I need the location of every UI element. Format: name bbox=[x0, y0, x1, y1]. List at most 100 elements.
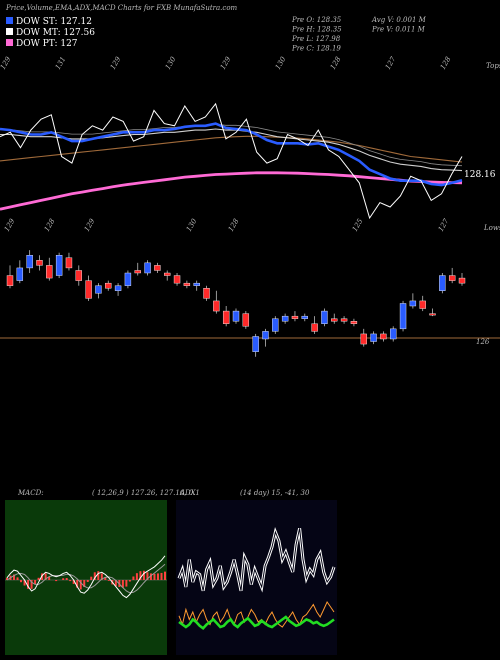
bottom-number: 129 bbox=[83, 217, 97, 233]
stat-value: Avg V: 0.001 M bbox=[371, 16, 427, 24]
stat-value: Pre V: 0.011 M bbox=[371, 26, 426, 34]
legend-swatch bbox=[6, 28, 13, 35]
macd-label: MACD: bbox=[17, 489, 44, 497]
candle-body bbox=[350, 321, 358, 324]
candle-body bbox=[16, 267, 24, 281]
candle-body bbox=[46, 265, 53, 279]
candle-body bbox=[232, 310, 240, 322]
candle-body bbox=[134, 270, 141, 274]
bottom-number: 127 bbox=[437, 217, 451, 233]
bottom-number: 128 bbox=[43, 217, 57, 233]
candle-body bbox=[144, 262, 151, 274]
stat-value: Pre L: 127.98 bbox=[291, 35, 341, 43]
adx-values: (14 day) 15, -41, 30 bbox=[240, 489, 310, 497]
ema-panel: 129 131 129 130 129 130 128 127 128 129 128 129 130 1… bbox=[0, 55, 500, 233]
stat-value: Pre C: 128.19 bbox=[291, 45, 341, 53]
candle-body bbox=[311, 323, 318, 332]
candle-body bbox=[419, 300, 426, 309]
candle-body bbox=[154, 265, 161, 271]
candle-body bbox=[203, 288, 210, 299]
legend-swatch bbox=[6, 17, 13, 24]
candle-body bbox=[409, 300, 417, 307]
top-number: 129 bbox=[109, 55, 123, 71]
candle-body bbox=[291, 315, 299, 319]
candle-body bbox=[242, 313, 250, 327]
macd-line-macd bbox=[6, 555, 166, 599]
bottom-number: 130 bbox=[185, 217, 199, 233]
top-number: 128 bbox=[439, 55, 453, 71]
candle-body bbox=[36, 260, 43, 266]
lows-label: Lows bbox=[483, 224, 500, 232]
adx-line-adx bbox=[178, 615, 335, 631]
candlestick-panel: 126 bbox=[0, 250, 500, 357]
bottom-number: 125 bbox=[351, 217, 365, 233]
series-line-ema-mid-upper bbox=[0, 123, 463, 167]
candle-body bbox=[193, 282, 200, 286]
top-number: 131 bbox=[54, 55, 68, 71]
candle-body bbox=[183, 282, 191, 286]
candle-body bbox=[213, 300, 220, 312]
macd-line-signal bbox=[6, 563, 166, 594]
bottom-number: 129 bbox=[3, 217, 17, 233]
legend-entry: DOW MT: 127.56 bbox=[16, 28, 95, 38]
candle-body bbox=[95, 285, 102, 294]
candle-body bbox=[26, 255, 33, 269]
macd-values: ( 12,26,9 ) 127.26, 127.16, 0.1 bbox=[92, 489, 200, 497]
candle-body bbox=[55, 255, 63, 276]
top-number: 128 bbox=[329, 55, 343, 71]
candle-body bbox=[124, 272, 132, 286]
series-line-ema-mid bbox=[0, 128, 463, 172]
stat-value: Pre O: 128.35 bbox=[291, 16, 342, 24]
series-line-ema-short bbox=[0, 122, 463, 187]
candle-body bbox=[75, 270, 82, 281]
top-number: 130 bbox=[274, 55, 288, 71]
legend-swatch bbox=[6, 39, 13, 46]
adx-line-di-minus-inner bbox=[178, 528, 335, 591]
candle-body bbox=[321, 310, 328, 324]
top-number: 130 bbox=[164, 55, 178, 71]
legend-entry: DOW ST: 127.12 bbox=[16, 17, 92, 27]
level-label: 126 bbox=[476, 338, 490, 346]
top-number: 129 bbox=[0, 55, 13, 71]
candle-body bbox=[448, 275, 456, 281]
candle-body bbox=[6, 275, 14, 286]
adx-label: ADX bbox=[179, 489, 197, 497]
candle-body bbox=[281, 315, 289, 322]
price-label: 128.16 bbox=[464, 170, 496, 180]
top-number: 129 bbox=[219, 55, 233, 71]
candle-body bbox=[105, 282, 112, 289]
bottom-number: 128 bbox=[227, 217, 241, 233]
candle-body bbox=[370, 333, 377, 342]
candle-body bbox=[252, 336, 259, 352]
candle-body bbox=[272, 318, 279, 332]
candle-body bbox=[331, 318, 338, 322]
candle-body bbox=[222, 310, 230, 324]
candle-body bbox=[85, 280, 92, 299]
series-line-ema-xlong bbox=[0, 171, 463, 211]
legend-entry: DOW PT: 127 bbox=[16, 39, 78, 49]
candle-body bbox=[360, 333, 367, 345]
candle-body bbox=[301, 315, 308, 319]
candle-body bbox=[458, 277, 466, 284]
macd-background bbox=[5, 500, 167, 655]
candle-body bbox=[390, 328, 397, 340]
top-number: 127 bbox=[384, 55, 398, 71]
candle-body bbox=[164, 272, 171, 276]
candle-body bbox=[380, 333, 387, 340]
series-line-price bbox=[0, 102, 463, 220]
chart-title: Price,Volume,EMA,ADX,MACD Charts for FXB… bbox=[5, 4, 238, 12]
adx-line-di-plus bbox=[178, 600, 335, 628]
candle-body bbox=[439, 275, 446, 291]
adx-panel bbox=[176, 500, 337, 655]
candle-body bbox=[262, 331, 269, 340]
candle-body bbox=[173, 275, 181, 284]
candle-body bbox=[114, 285, 122, 291]
candle-body bbox=[399, 303, 407, 330]
candle-body bbox=[65, 257, 73, 269]
candle-body bbox=[429, 313, 436, 316]
candle-body bbox=[340, 318, 348, 322]
macd-panel bbox=[5, 500, 167, 655]
